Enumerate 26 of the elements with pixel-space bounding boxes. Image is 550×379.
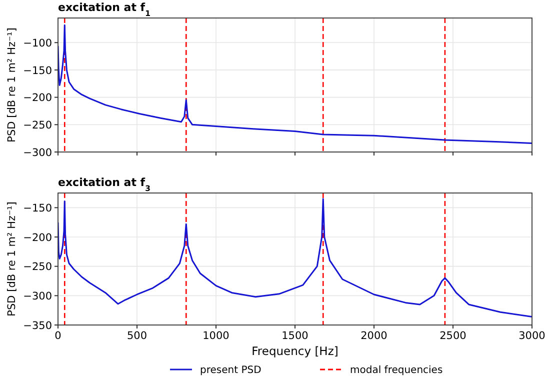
x-tick-label: 500 [126, 330, 148, 342]
legend-label: modal frequencies [350, 365, 443, 376]
y-tick-label: −350 [23, 320, 52, 332]
chart-title: excitation at f$_{1}$ [58, 1, 150, 18]
y-tick-label: −250 [23, 261, 52, 274]
y-axis-title: PSD [dB re 1 m² Hz⁻¹] [6, 202, 18, 316]
y-tick-label: −150 [23, 64, 52, 77]
line-series [58, 198, 532, 318]
y-tick-label: −300 [23, 290, 52, 302]
y-axis-title: PSD [dB re 1 m² Hz⁻¹] [6, 28, 18, 142]
x-tick-label: 2500 [440, 330, 466, 342]
x-tick-label: 3000 [518, 330, 546, 342]
x-tick-label: 2000 [360, 330, 388, 342]
x-tick-label: 0 [54, 330, 62, 342]
y-tick-label: −150 [23, 202, 52, 214]
y-tick-label: −300 [23, 146, 52, 159]
chart-title: excitation at f$_{3}$ [58, 176, 150, 192]
y-tick-label: −250 [23, 119, 52, 132]
x-tick-label: 1000 [202, 330, 230, 342]
legend-label: present PSD [200, 365, 262, 376]
line-series [58, 24, 532, 144]
x-axis-title: Frequency [Hz] [252, 344, 338, 358]
y-tick-label: −100 [23, 37, 52, 50]
x-tick-label: 1500 [282, 330, 308, 342]
y-tick-label: −200 [23, 92, 52, 104]
y-tick-label: −200 [23, 232, 52, 244]
